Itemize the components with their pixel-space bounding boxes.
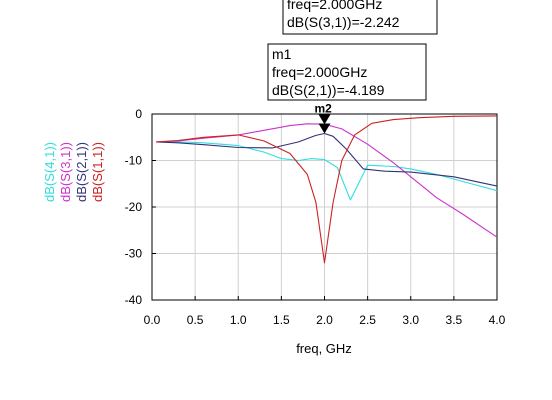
x-tick-label: 0.5: [187, 313, 204, 327]
series-lines: [156, 115, 498, 264]
marker-readout-line: dB(S(2,1))=-4.189: [272, 82, 385, 98]
legend: dB(S(4,1)) dB(S(3,1)) dB(S(2,1)) dB(S(1,1)): [42, 142, 105, 202]
marker-pointer-m2: [318, 114, 331, 125]
y-tick-label: -20: [125, 200, 143, 214]
marker-readout-line: freq=2.000GHz: [272, 64, 367, 80]
x-tick-label: 2.5: [359, 313, 376, 327]
y-tick-label: -10: [125, 154, 143, 168]
x-tick-label: 3.5: [446, 313, 463, 327]
series-line-2: [156, 132, 498, 187]
series-line-1: [156, 123, 498, 238]
marker-name-label: m1: [272, 46, 292, 62]
markers: m1 freq=2.000GHz dB(S(2,1))=-4.189 freq=2.0…: [267, 0, 438, 134]
y-tick-label: 0: [135, 107, 142, 121]
x-tick-label: 4.0: [489, 313, 506, 327]
series-line-3: [156, 115, 498, 264]
y-tick-label: -40: [125, 293, 143, 307]
marker-readout-line: dB(S(3,1))=-2.242: [287, 14, 400, 30]
legend-entry: dB(S(1,1)): [90, 142, 105, 202]
marker-box-m2: [282, 0, 438, 35]
x-tick-label: 3.0: [402, 313, 419, 327]
grid: [152, 114, 497, 300]
marker-box-m1: [267, 43, 427, 101]
marker-pointer-m1: [318, 123, 331, 134]
x-tick-label: 2.0: [316, 313, 333, 327]
x-tick-label: 1.5: [273, 313, 290, 327]
marker-name-label: m2: [315, 101, 333, 115]
x-tick-label: 1.0: [230, 313, 247, 327]
axis-ticks: 0.0 0.5 1.0 1.5 2.0 2.5 3.0 3.5 4.0 0 -10 -20 -30 -40: [125, 107, 506, 327]
series-line-0: [156, 141, 498, 201]
x-axis-label: freq, GHz: [296, 341, 352, 356]
y-tick-label: -30: [125, 247, 143, 261]
marker-readout-line: freq=2.000GHz: [287, 0, 382, 12]
x-tick-label: 0.0: [144, 313, 161, 327]
legend-entry: dB(S(3,1)): [58, 142, 73, 202]
legend-entry: dB(S(4,1)): [42, 142, 57, 202]
legend-entry: dB(S(2,1)): [74, 142, 89, 202]
